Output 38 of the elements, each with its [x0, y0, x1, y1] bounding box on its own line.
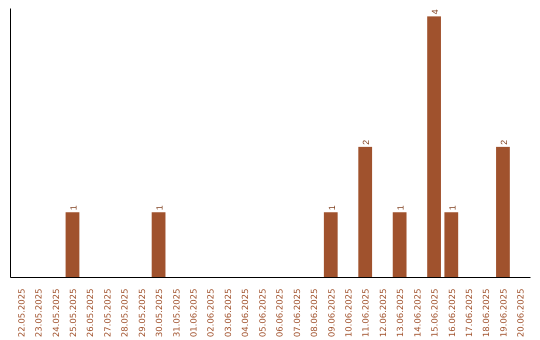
x-tick-label: 23.05.2025: [34, 288, 45, 338]
x-tick-label: 11.06.2025: [362, 288, 372, 338]
x-tick-label: 20.06.2025: [516, 288, 527, 338]
x-tick-label: 28.05.2025: [120, 288, 131, 338]
x-tick-label: 10.06.2025: [344, 288, 354, 338]
x-tick-label: 22.05.2025: [17, 288, 28, 338]
x-tick-label: 05.06.2025: [258, 288, 268, 338]
x-tick-label: 15.06.2025: [430, 288, 441, 338]
x-tick-label: 19.06.2025: [499, 288, 510, 338]
data-label: 2: [498, 140, 509, 145]
x-tick-label: 14.06.2025: [413, 288, 424, 338]
x-tick-label: 03.06.2025: [224, 288, 234, 338]
x-tick-label: 17.06.2025: [465, 288, 476, 338]
x-tick-label: 08.06.2025: [310, 288, 320, 338]
x-tick-label: 18.06.2025: [482, 288, 492, 338]
x-tick-label: 01.06.2025: [190, 288, 200, 338]
x-tick-label: 26.05.2025: [86, 288, 96, 338]
data-label: 1: [396, 205, 406, 210]
x-tick-label: 13.06.2025: [396, 288, 406, 338]
x-tick-label: 31.05.2025: [172, 288, 182, 338]
x-tick-label: 09.06.2025: [327, 288, 338, 338]
data-label: 1: [447, 205, 458, 210]
x-tick-label: 25.05.2025: [68, 288, 79, 338]
data-label: 1: [68, 205, 78, 210]
x-tick-label: 24.05.2025: [52, 288, 62, 338]
x-tick-label: 30.05.2025: [155, 288, 166, 338]
x-tick-label: 02.06.2025: [206, 288, 217, 338]
data-label: 2: [361, 140, 372, 145]
x-tick-label: 12.06.2025: [378, 288, 389, 338]
x-tick-label: 16.06.2025: [448, 288, 458, 338]
x-tick-label: 29.05.2025: [138, 288, 148, 338]
data-label: 4: [430, 9, 440, 14]
x-tick-label: 06.06.2025: [276, 288, 286, 338]
data-label: 1: [154, 205, 165, 210]
data-label: 1: [326, 205, 337, 210]
x-tick-label: 07.06.2025: [292, 288, 303, 338]
x-tick-label: 04.06.2025: [241, 288, 252, 338]
x-tick-label: 27.05.2025: [103, 288, 114, 338]
